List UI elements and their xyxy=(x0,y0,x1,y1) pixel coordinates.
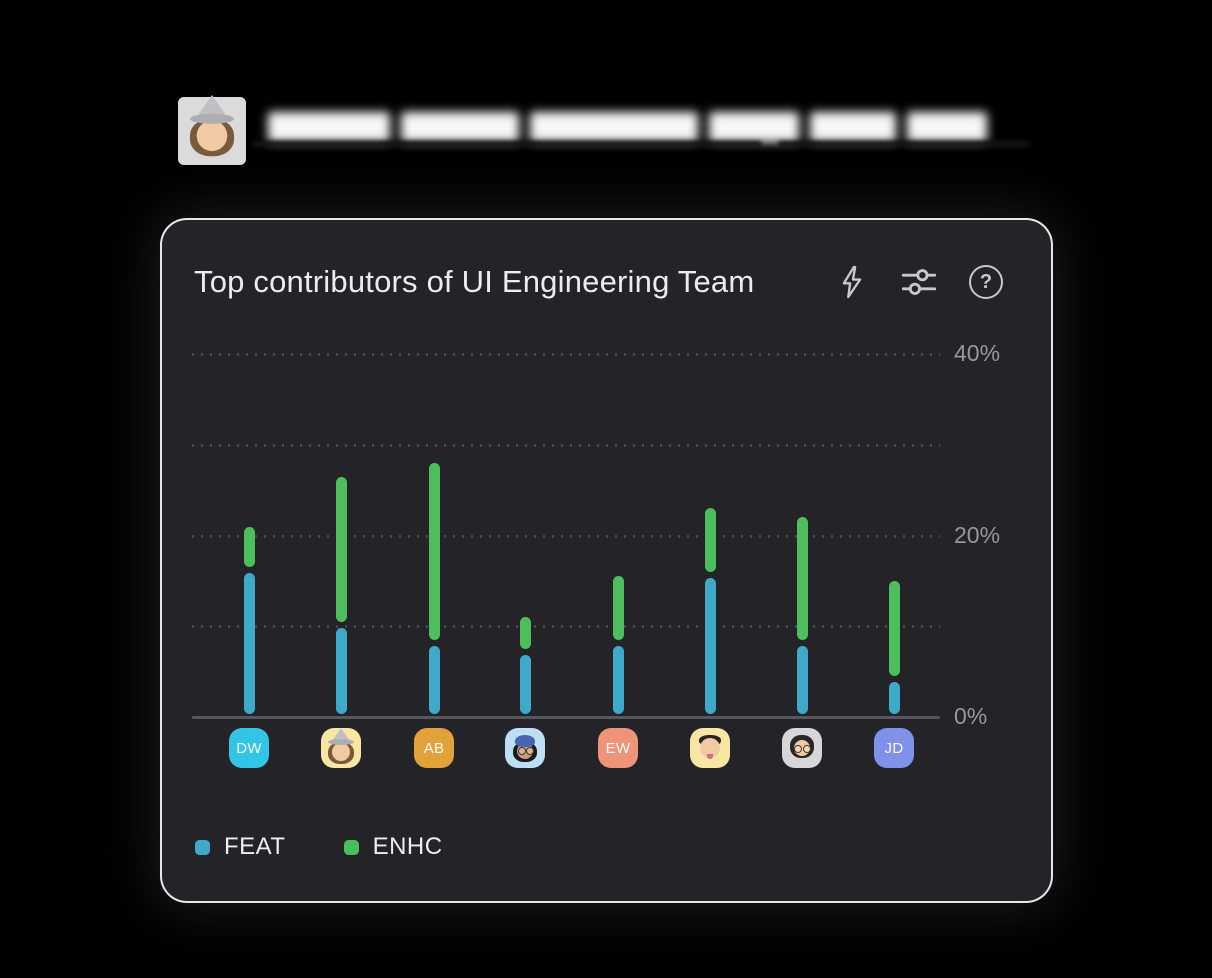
man-wink-icon xyxy=(690,728,730,768)
bar-feat[interactable] xyxy=(796,645,808,714)
legend-label: FEAT xyxy=(224,833,286,860)
woman-gray-hat-icon xyxy=(321,728,361,768)
bar-enhc[interactable] xyxy=(243,526,255,568)
legend-label: ENHC xyxy=(372,833,443,860)
gridline-40pct xyxy=(192,353,940,356)
gridline-20pct xyxy=(192,534,940,538)
redacted-header-text xyxy=(268,112,987,146)
avatar-man-wink[interactable] xyxy=(690,728,730,768)
legend-swatch xyxy=(195,840,210,855)
redaction-smudge xyxy=(778,141,1030,147)
woman-blue-headwrap-icon xyxy=(505,728,545,768)
help-icon[interactable]: ? xyxy=(968,264,1004,300)
chart-card: Top contributors of UI Engineering Team … xyxy=(160,218,1053,903)
avatar-DW[interactable]: DW xyxy=(229,728,269,768)
bar-enhc[interactable] xyxy=(519,617,531,649)
bar-feat[interactable] xyxy=(612,645,624,714)
bar-enhc[interactable] xyxy=(704,508,716,572)
avatar-woman-blue-headwrap[interactable] xyxy=(505,728,545,768)
avatar-woman-gray-hat[interactable] xyxy=(321,728,361,768)
avatar-EW[interactable]: EW xyxy=(598,728,638,768)
memoji-woman-witch-hat-icon xyxy=(178,95,246,163)
x-axis-line xyxy=(192,716,940,719)
avatar-JD[interactable]: JD xyxy=(874,728,914,768)
gridline-10pct xyxy=(192,625,940,629)
y-tick-label: 0% xyxy=(954,703,988,729)
y-tick-label: 20% xyxy=(954,521,1001,548)
chart-title: Top contributors of UI Engineering Team xyxy=(194,264,755,299)
help-glyph: ? xyxy=(979,271,993,293)
bar-feat[interactable] xyxy=(243,573,255,714)
legend-item-feat[interactable]: FEAT xyxy=(195,832,286,862)
gridline-30pct xyxy=(192,443,940,447)
bar-feat[interactable] xyxy=(704,577,716,714)
bar-enhc[interactable] xyxy=(428,462,440,640)
legend-swatch xyxy=(343,840,359,855)
redaction-smudge xyxy=(252,141,762,147)
man-glasses-icon xyxy=(782,728,822,768)
chart-legend: FEAT ENHC xyxy=(195,832,443,862)
bar-feat[interactable] xyxy=(888,682,900,714)
bar-enhc[interactable] xyxy=(796,517,808,640)
bar-enhc[interactable] xyxy=(612,576,624,640)
bar-enhc[interactable] xyxy=(888,580,900,677)
bar-feat[interactable] xyxy=(428,645,440,714)
avatar-initials: EW xyxy=(605,739,631,757)
card-toolbar: ? xyxy=(834,264,1004,300)
avatar-initials: AB xyxy=(423,739,445,757)
avatar-AB[interactable]: AB xyxy=(414,728,454,768)
y-tick-label: 40% xyxy=(954,340,1001,366)
header-avatar xyxy=(178,95,246,165)
sliders-icon[interactable] xyxy=(901,264,937,300)
legend-item-enhc[interactable]: ENHC xyxy=(343,832,443,862)
avatar-initials: DW xyxy=(236,739,262,757)
avatar-initials: JD xyxy=(884,739,904,757)
avatar-man-glasses[interactable] xyxy=(782,728,822,768)
lightning-icon[interactable] xyxy=(834,264,870,300)
plot-area: 40% 20% 0% DW AB EW JD xyxy=(162,220,1051,901)
bar-feat[interactable] xyxy=(519,655,531,714)
bar-feat[interactable] xyxy=(335,627,347,714)
bar-enhc[interactable] xyxy=(335,476,347,622)
